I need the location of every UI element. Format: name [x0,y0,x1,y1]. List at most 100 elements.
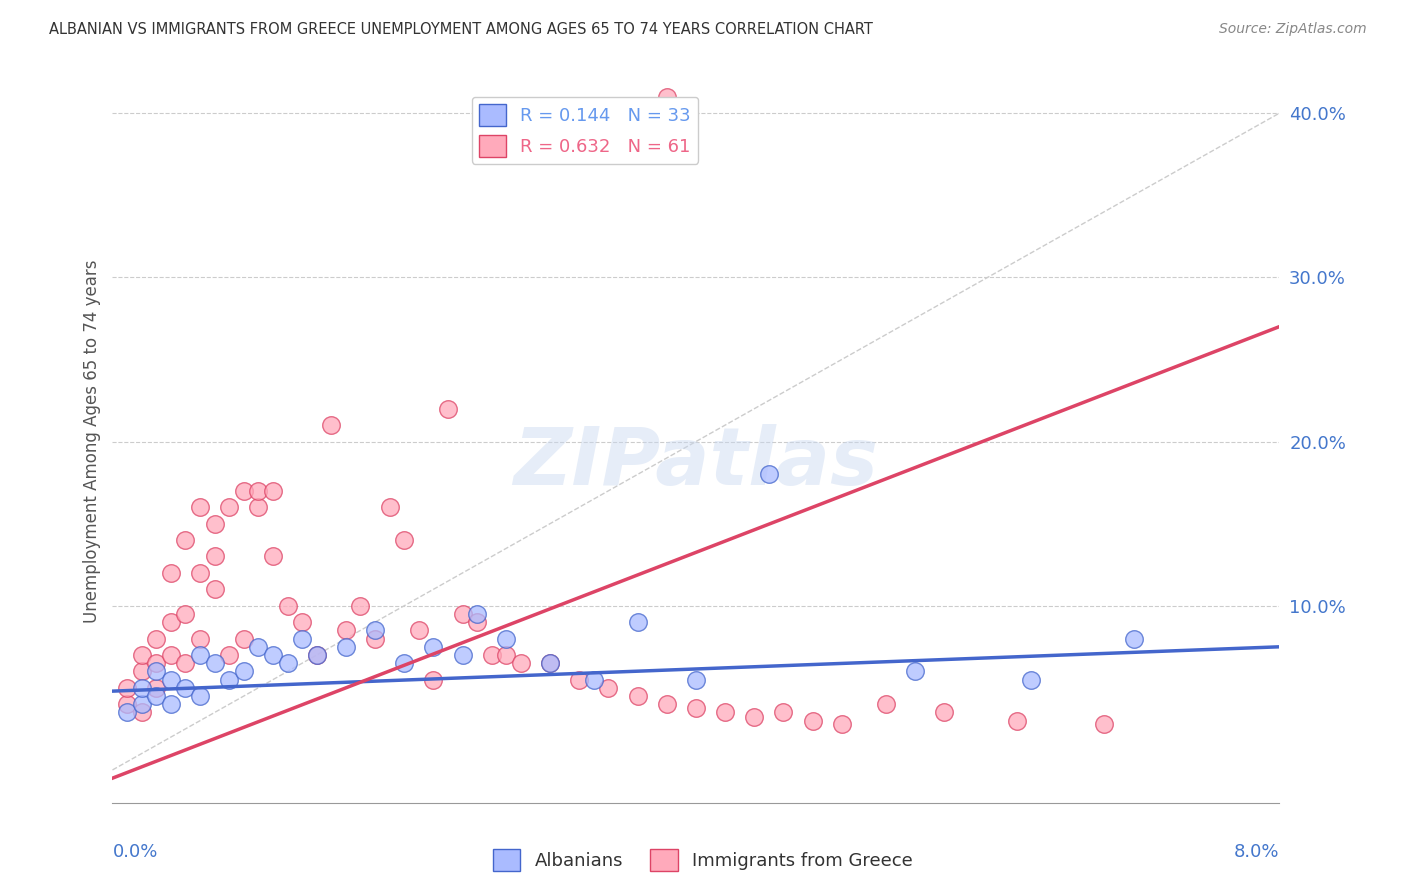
Point [204,516,226,531]
Point [685,673,707,687]
Point [204,657,226,671]
Point [568,673,591,687]
Point [831,717,853,731]
Point [145,665,167,679]
Point [627,689,650,703]
Point [262,648,284,662]
Text: ZIPatlas: ZIPatlas [513,425,879,502]
Text: ALBANIAN VS IMMIGRANTS FROM GREECE UNEMPLOYMENT AMONG AGES 65 TO 74 YEARS CORREL: ALBANIAN VS IMMIGRANTS FROM GREECE UNEMP… [49,22,873,37]
Point [305,648,328,662]
Point [115,698,138,712]
Point [131,648,153,662]
Point [145,632,167,646]
Point [495,648,517,662]
Point [188,689,211,703]
Point [422,673,444,687]
Point [188,566,211,580]
Point [685,700,707,714]
Point [1005,714,1028,728]
Point [349,599,371,613]
Point [758,467,780,482]
Point [408,624,430,638]
Point [509,657,531,671]
Point [451,648,474,662]
Point [160,673,183,687]
Point [160,615,183,630]
Point [364,624,387,638]
Point [465,615,488,630]
Point [291,632,314,646]
Y-axis label: Unemployment Among Ages 65 to 74 years: Unemployment Among Ages 65 to 74 years [83,260,101,624]
Point [465,607,488,621]
Point [276,599,298,613]
Point [131,681,153,695]
Point [145,681,167,695]
Point [131,706,153,720]
Point [932,706,955,720]
Point [394,657,416,671]
Point [174,681,197,695]
Point [247,483,270,498]
Point [262,549,284,564]
Point [188,500,211,515]
Point [174,533,197,547]
Point [422,640,444,654]
Point [378,500,401,515]
Point [218,648,240,662]
Point [218,673,240,687]
Point [538,657,561,671]
Point [232,632,254,646]
Point [291,615,314,630]
Point [232,665,254,679]
Legend: R = 0.144   N = 33, R = 0.632   N = 61: R = 0.144 N = 33, R = 0.632 N = 61 [471,96,699,164]
Text: Source: ZipAtlas.com: Source: ZipAtlas.com [1219,22,1367,37]
Point [437,401,460,416]
Point [335,640,357,654]
Point [364,632,387,646]
Point [1122,632,1144,646]
Point [801,714,824,728]
Point [247,640,270,654]
Point [145,689,167,703]
Point [247,500,270,515]
Point [875,698,897,712]
Point [160,648,183,662]
Point [627,615,650,630]
Point [772,706,794,720]
Point [204,549,226,564]
Point [598,681,620,695]
Point [115,681,138,695]
Point [714,706,737,720]
Point [481,648,503,662]
Point [188,648,211,662]
Point [451,607,474,621]
Point [538,657,561,671]
Point [655,698,678,712]
Point [174,607,197,621]
Point [262,483,284,498]
Point [131,698,153,712]
Point [582,673,605,687]
Point [904,665,927,679]
Point [1094,717,1116,731]
Point [321,418,343,433]
Point [131,665,153,679]
Point [305,648,328,662]
Legend: Albanians, Immigrants from Greece: Albanians, Immigrants from Greece [486,842,920,879]
Point [276,657,298,671]
Point [204,582,226,597]
Point [742,710,765,724]
Point [115,706,138,720]
Point [232,483,254,498]
Point [160,698,183,712]
Point [160,566,183,580]
Text: 0.0%: 0.0% [112,843,157,861]
Point [495,632,517,646]
Point [1021,673,1043,687]
Point [174,657,197,671]
Point [218,500,240,515]
Point [394,533,416,547]
Point [145,657,167,671]
Point [655,89,678,103]
Text: 8.0%: 8.0% [1234,843,1279,861]
